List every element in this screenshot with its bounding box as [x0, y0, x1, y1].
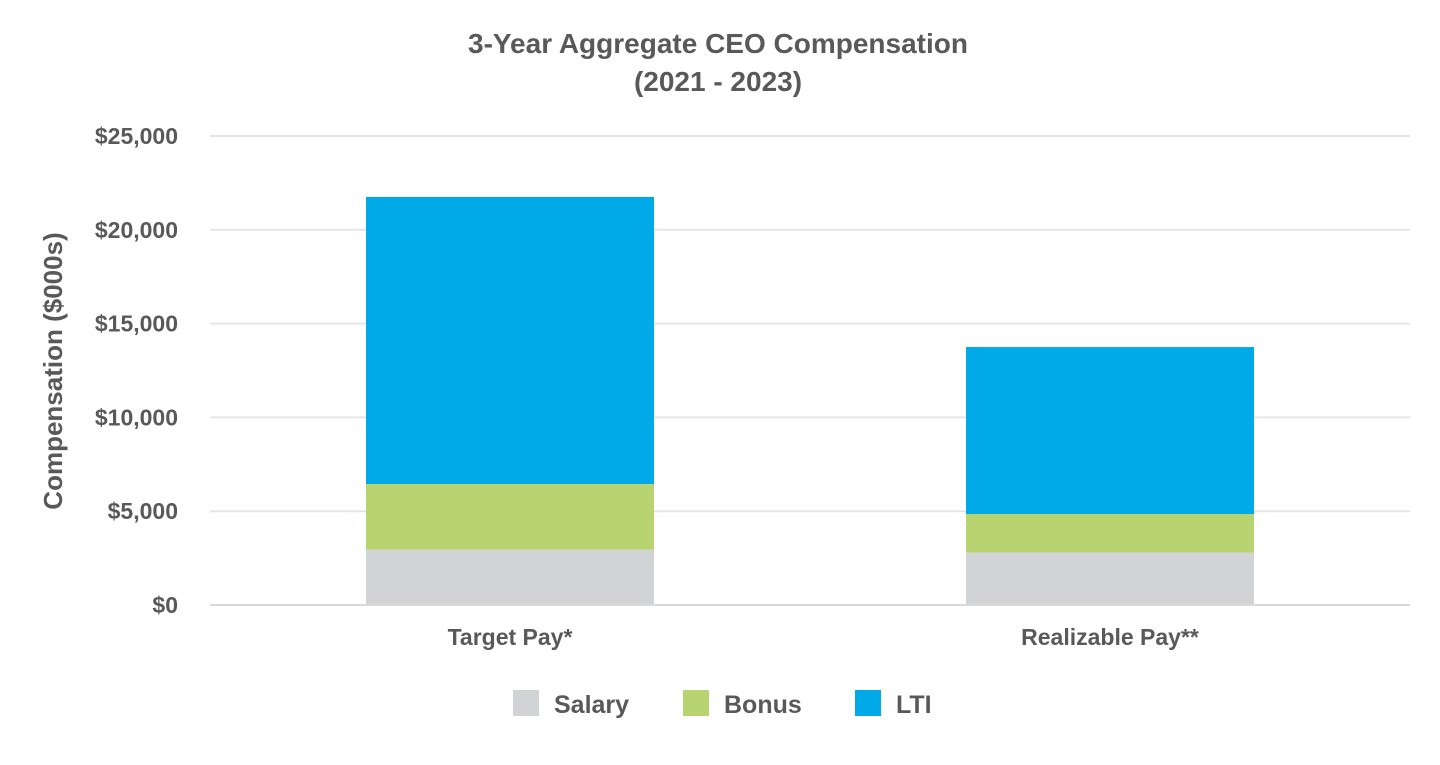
bar-segment-lti: [966, 347, 1254, 515]
legend-label-salary: Salary: [554, 691, 629, 719]
bar-segment-bonus: [966, 514, 1254, 553]
bar-segment-salary: [966, 552, 1254, 605]
legend-swatch-lti: [855, 690, 881, 716]
bar-segment-bonus: [366, 483, 654, 550]
x-tick-label: Realizable Pay**: [1021, 624, 1199, 650]
y-tick-label: $25,000: [95, 123, 178, 149]
y-tick-label: $20,000: [95, 217, 178, 243]
y-tick-label: $5,000: [108, 498, 178, 524]
y-tick-label: $15,000: [95, 311, 178, 337]
x-tick-label: Target Pay*: [448, 624, 573, 650]
legend: Salary Bonus LTI: [513, 690, 932, 719]
chart-subtitle: (2021 - 2023): [634, 66, 802, 97]
y-tick-label: $10,000: [95, 404, 178, 430]
x-axis-ticks: Target Pay* Realizable Pay**: [448, 624, 1199, 650]
y-axis-ticks: $0 $5,000 $10,000 $15,000 $20,000 $25,000: [95, 123, 178, 618]
chart-title: 3-Year Aggregate CEO Compensation: [468, 28, 968, 59]
legend-label-bonus: Bonus: [724, 691, 802, 719]
y-tick-label: $0: [152, 592, 178, 618]
legend-label-lti: LTI: [896, 691, 932, 719]
y-axis-label: Compensation ($000s): [38, 232, 68, 509]
legend-swatch-salary: [513, 690, 539, 716]
bar-segment-lti: [366, 196, 654, 484]
legend-swatch-bonus: [683, 690, 709, 716]
bars: [366, 196, 1254, 605]
bar-segment-salary: [366, 549, 654, 605]
